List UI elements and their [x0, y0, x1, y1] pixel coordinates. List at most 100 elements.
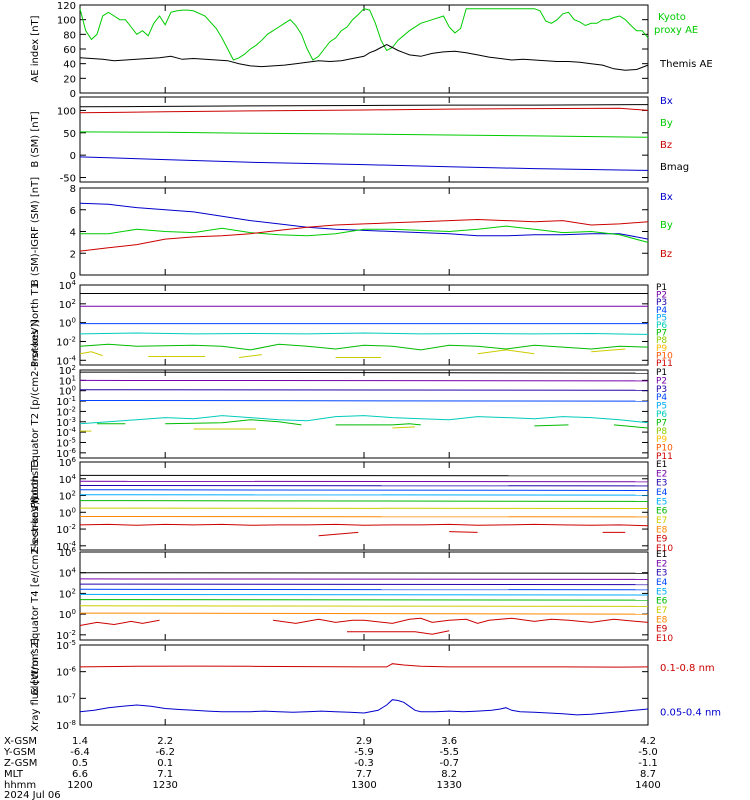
ephem-value: 1300	[351, 780, 376, 791]
panel-6-ytick-label: 10-2	[56, 523, 76, 536]
panel-7-series-line	[79, 593, 649, 596]
panel-5-legend-entry: P3	[656, 385, 667, 395]
panel-8-ytick-label: 10-6	[56, 666, 76, 679]
panel-1-legend-entry: Themis AE	[659, 59, 713, 70]
panel-6-ytick-label: 106	[59, 456, 77, 469]
panel-6-legend-entry: E5	[656, 497, 667, 507]
panel-3-legend-entry: Bz	[660, 249, 672, 260]
panel-6-series-line	[449, 531, 478, 533]
panel-7-legend-entry: E5	[656, 587, 667, 597]
ephem-value: -0.3	[354, 758, 374, 769]
panel-5-legend-entry: P7	[656, 418, 667, 428]
panel-6-ylabel: Electrons North T3	[30, 459, 41, 552]
panel-1-ytick-label: 120	[57, 1, 76, 12]
panel-4-ytick-label: 100	[59, 317, 76, 330]
panel-4-series-line	[79, 343, 649, 351]
ephem-value: 8.7	[640, 769, 656, 780]
panel-5-legend-entry: P2	[656, 376, 667, 386]
panel-5-series-line	[79, 400, 649, 402]
panel-7-legend-entry: E9	[656, 625, 668, 635]
panel-5-legend-entry: P1	[656, 368, 667, 378]
panel-8-ytick-label: 10-7	[56, 692, 76, 705]
panel-2-series-line	[79, 156, 649, 171]
panel-5-frame	[79, 369, 649, 459]
panel-3-legend-entry: By	[660, 220, 673, 231]
ephem-value: 1230	[152, 780, 177, 791]
panel-4-legend-entry: P9	[656, 344, 667, 354]
panel-1-frame	[79, 4, 649, 94]
panel-5-series-line	[79, 415, 649, 425]
panel-1-ytick-label: 100	[57, 16, 76, 27]
panel-8-ylabel: Xray flux [W/m^2]	[30, 638, 41, 732]
panel-5-legend-entry: P4	[656, 393, 667, 403]
panel-7-ytick-label: 106	[59, 546, 77, 559]
panel-5-series-line	[79, 371, 649, 374]
panel-2-ytick-label: 100	[57, 106, 76, 117]
ephem-value: 1330	[436, 780, 461, 791]
ephem-value: -5.9	[354, 747, 374, 758]
panel-4-series-line	[79, 332, 649, 335]
panel-5-series-line	[335, 423, 421, 426]
panel-1-ytick-label: 0	[70, 89, 76, 100]
panel-4-legend-entry: P7	[656, 329, 667, 339]
panel-2-ytick-label: 50	[63, 129, 76, 140]
ephem-value: 3.6	[441, 736, 457, 747]
panel-1-ylabel: AE index [nT]	[30, 15, 41, 82]
panel-2-ytick-label: 0	[70, 151, 76, 162]
panel-6-legend-entry: E10	[656, 544, 673, 554]
panel-6-legend-entry: E2	[656, 469, 667, 479]
panel-3-ylabel: B (SM)-IGRF (SM) [nT]	[30, 177, 41, 286]
panel-5-series-line	[79, 389, 649, 391]
ephem-row-label: MLT	[4, 769, 24, 780]
panel-2-ytick-label: -50	[60, 174, 76, 185]
panel-4-legend-entry: P5	[656, 313, 667, 323]
panel-5-legend-entry: P8	[656, 427, 667, 437]
panel-6-legend-entry: E1	[656, 460, 667, 470]
panel-7-series-line	[79, 612, 649, 615]
panel-4-legend-entry: P10	[656, 351, 673, 361]
panel-8-legend-entry: 0.1-0.8 nm	[660, 663, 715, 674]
panel-4-legend-entry: P8	[656, 336, 667, 346]
panel-7-legend-entry: E8	[656, 615, 668, 625]
panel-6-ytick-label: 104	[59, 473, 77, 486]
panel-7-frame	[79, 551, 649, 641]
ephem-value: -6.2	[155, 747, 175, 758]
ephem-value: 2.2	[157, 736, 173, 747]
panel-7-series-line	[347, 630, 450, 635]
panel-1-legend-entry: Kyoto	[658, 12, 686, 23]
ephem-value: -5.5	[439, 747, 459, 758]
panel-2-legend-entry: By	[660, 118, 673, 129]
panel-2-ylabel: B (SM) [nT]	[30, 111, 41, 167]
panel-4-legend-entry: P11	[656, 359, 673, 369]
panel-6-series-line	[79, 500, 649, 502]
ephem-value: 2.9	[356, 736, 372, 747]
panel-7-series-line	[79, 599, 649, 601]
panel-2-legend-entry: Bmag	[660, 162, 689, 173]
ephem-value: 1.4	[72, 736, 88, 747]
ephem-value: -0.7	[439, 758, 459, 769]
panel-7-legend-entry: E10	[656, 634, 673, 644]
panel-4-ytick-label: 102	[59, 298, 76, 311]
panel-5-ylabel: Protons Equator T2 [p/(cm2-s-sr-keV)]	[30, 319, 41, 508]
panel-8-ytick-label: 10-5	[56, 639, 76, 652]
ephem-value: -5.0	[638, 747, 658, 758]
panel-7-legend-entry: E6	[656, 597, 668, 607]
ephem-value: 7.1	[157, 769, 173, 780]
panel-3-series-line	[79, 218, 649, 252]
panel-7-legend-entry: E2	[656, 559, 667, 569]
ephem-row-label: hhmm	[4, 780, 36, 791]
ephem-row-label: Y-GSM	[3, 747, 36, 758]
panel-1-ytick-label: 80	[63, 30, 76, 41]
panel-3-ytick-label: 6	[70, 206, 76, 217]
panel-3-series-line	[80, 225, 649, 243]
ephem-value: 1400	[635, 780, 660, 791]
panel-3-ytick-label: 4	[70, 228, 76, 239]
panel-8-series-line	[79, 699, 649, 716]
panel-8-legend-entry: 0.05-0.4 nm	[660, 708, 721, 719]
panel-7-legend-entry: E3	[656, 569, 667, 579]
ephem-value: 0.1	[157, 758, 173, 769]
panel-3-series-line	[79, 202, 649, 240]
ephem-value: 6.6	[72, 769, 88, 780]
panel-5-series-line	[613, 424, 649, 429]
panel-7-series-line	[79, 583, 649, 586]
